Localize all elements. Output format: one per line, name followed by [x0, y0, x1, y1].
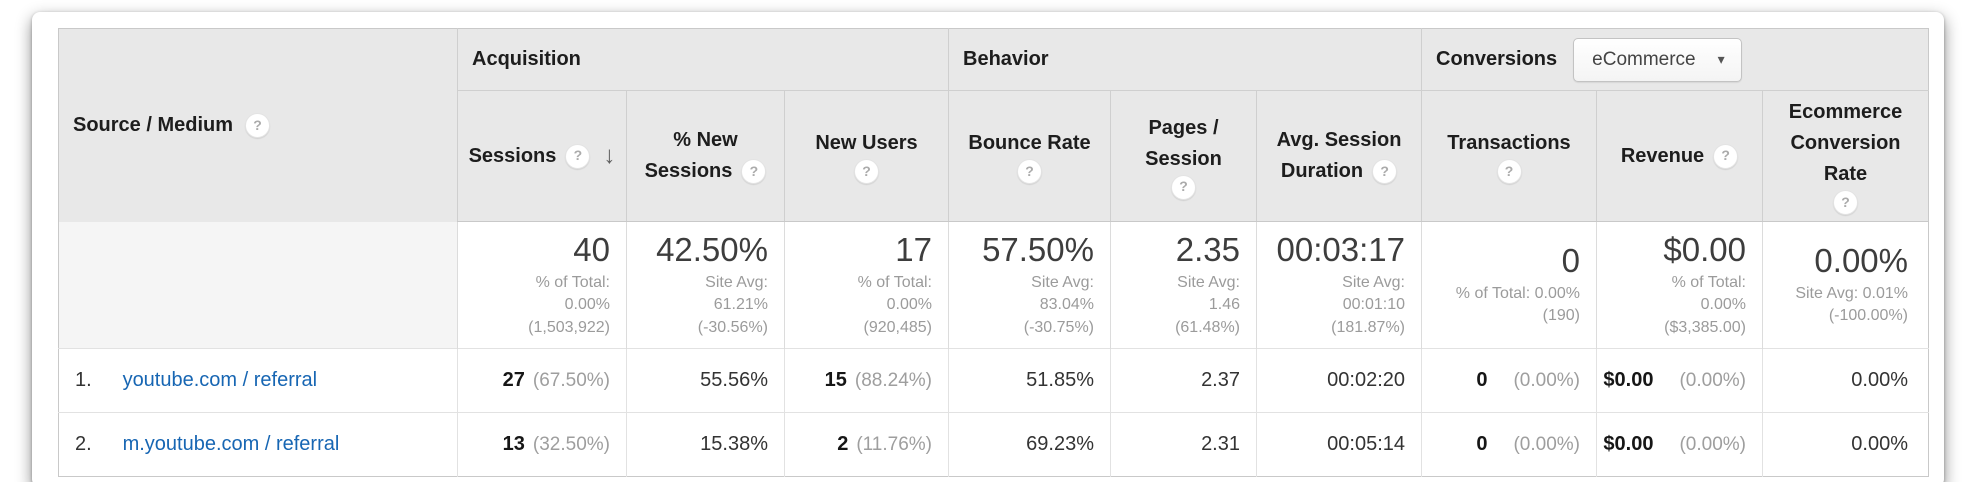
totals-pct-new-sessions: 42.50% Site Avg: 61.21% (-30.56%) — [626, 221, 785, 349]
avg-session-duration-header-line2: Duration — [1280, 160, 1364, 182]
behavior-label: Behavior — [963, 48, 1049, 70]
pct-new-sessions-header-line1: % New — [673, 129, 738, 151]
pct-new-sessions-cell: 15.38% — [626, 412, 785, 477]
column-header-revenue[interactable]: Revenue ? — [1596, 90, 1763, 222]
ecom-rate-header-line1: Ecommerce — [1788, 101, 1903, 123]
help-icon[interactable]: ? — [1496, 159, 1522, 184]
totals-row: 40 % of Total: 0.00% (1,503,922) 42.50% … — [58, 221, 1929, 349]
column-header-source-medium[interactable]: Source / Medium ? — [58, 28, 458, 222]
totals-ecommerce-conversion-rate: 0.00% Site Avg: 0.01% (-100.00%) — [1762, 221, 1929, 349]
bounce-rate-header-label: Bounce Rate — [968, 132, 1091, 154]
column-header-bounce-rate[interactable]: Bounce Rate ? — [948, 90, 1111, 222]
totals-avg-session-duration: 00:03:17 Site Avg: 00:01:10 (181.87%) — [1256, 221, 1422, 349]
bounce-rate-cell: 69.23% — [948, 412, 1111, 477]
column-header-avg-session-duration[interactable]: Avg. Session Duration ? — [1256, 90, 1422, 222]
ecommerce-dropdown-value: eCommerce — [1592, 48, 1696, 70]
totals-bounce-rate: 57.50% Site Avg: 83.04% (-30.75%) — [948, 221, 1111, 349]
new-users-cell: 15 (88.24%) — [784, 348, 949, 413]
avg-session-duration-cell: 00:05:14 — [1256, 412, 1422, 477]
revenue-cell: $0.00 (0.00%) — [1596, 412, 1763, 477]
group-header-conversions: Conversions eCommerce ▾ — [1421, 28, 1929, 91]
help-icon[interactable]: ? — [1171, 174, 1196, 200]
ecommerce-dropdown[interactable]: eCommerce ▾ — [1573, 37, 1742, 82]
caret-down-icon: ▾ — [1717, 51, 1725, 67]
row-index: 1. — [75, 369, 92, 391]
table-row: 2. m.youtube.com / referral 13 (32.50%) 1… — [58, 412, 1929, 477]
column-header-ecommerce-conversion-rate[interactable]: Ecommerce Conversion Rate ? — [1762, 90, 1929, 222]
source-medium-link[interactable]: youtube.com / referral — [122, 369, 318, 391]
group-header-behavior: Behavior — [948, 28, 1422, 91]
totals-revenue: $0.00 % of Total: 0.00% ($3,385.00) — [1596, 221, 1763, 349]
totals-new-users: 17 % of Total: 0.00% (920,485) — [784, 221, 949, 349]
transactions-cell: 0 (0.00%) — [1421, 348, 1597, 413]
revenue-cell: $0.00 (0.00%) — [1596, 348, 1763, 413]
pages-session-cell: 2.37 — [1110, 348, 1257, 413]
analytics-report-card: Source / Medium ? Acquisition Behavior C… — [32, 12, 1944, 482]
help-icon[interactable]: ? — [1833, 190, 1858, 215]
row-index: 2. — [75, 433, 92, 455]
ecommerce-conversion-rate-cell: 0.00% — [1762, 412, 1929, 477]
totals-dimension-cell — [58, 221, 458, 349]
column-header-new-users[interactable]: New Users ? — [784, 90, 949, 222]
sort-descending-icon: ↓ — [603, 142, 616, 169]
pct-new-sessions-cell: 55.56% — [626, 348, 785, 413]
help-icon[interactable]: ? — [245, 112, 271, 138]
transactions-cell: 0 (0.00%) — [1421, 412, 1597, 477]
pages-session-header-line1: Pages / — [1148, 116, 1219, 139]
help-icon[interactable]: ? — [741, 159, 767, 184]
avg-session-duration-cell: 00:02:20 — [1256, 348, 1422, 413]
table-row: 1. youtube.com / referral 27 (67.50%) 55.… — [58, 348, 1929, 413]
revenue-header-label: Revenue — [1620, 144, 1705, 167]
help-icon[interactable]: ? — [854, 159, 879, 184]
column-header-pct-new-sessions[interactable]: % New Sessions ? — [626, 90, 785, 222]
column-header-pages-session[interactable]: Pages / Session ? — [1110, 90, 1257, 222]
help-icon[interactable]: ? — [1017, 159, 1042, 184]
source-medium-link[interactable]: m.youtube.com / referral — [122, 433, 340, 455]
column-header-sessions[interactable]: Sessions ? ↓ — [457, 90, 627, 222]
help-icon[interactable]: ? — [1372, 159, 1398, 184]
pages-session-header-line2: Session — [1145, 147, 1222, 170]
acquisition-label: Acquisition — [472, 48, 581, 70]
ecom-rate-header-line2: Conversion Rate — [1790, 132, 1901, 185]
avg-session-duration-header-line1: Avg. Session — [1276, 129, 1402, 151]
source-medium-cell: 2. m.youtube.com / referral — [58, 412, 458, 477]
sessions-cell: 13 (32.50%) — [457, 412, 627, 477]
column-header-transactions[interactable]: Transactions ? — [1421, 90, 1597, 222]
new-users-header-label: New Users — [815, 132, 918, 154]
source-medium-label: Source / Medium — [73, 113, 234, 136]
help-icon[interactable]: ? — [565, 143, 591, 169]
totals-sessions: 40 % of Total: 0.00% (1,503,922) — [457, 221, 627, 349]
sessions-header-label: Sessions — [468, 144, 557, 167]
group-header-acquisition: Acquisition — [457, 28, 949, 91]
source-medium-cell: 1. youtube.com / referral — [58, 348, 458, 413]
source-medium-table: Source / Medium ? Acquisition Behavior C… — [58, 28, 1929, 477]
transactions-header-label: Transactions — [1447, 132, 1571, 154]
totals-pages-session: 2.35 Site Avg: 1.46 (61.48%) — [1110, 221, 1257, 349]
bounce-rate-cell: 51.85% — [948, 348, 1111, 413]
help-icon[interactable]: ? — [1713, 143, 1739, 169]
pct-new-sessions-header-line2: Sessions — [644, 160, 733, 182]
ecommerce-conversion-rate-cell: 0.00% — [1762, 348, 1929, 413]
sessions-cell: 27 (67.50%) — [457, 348, 627, 413]
conversions-label: Conversions — [1436, 48, 1558, 70]
new-users-cell: 2 (11.76%) — [784, 412, 949, 477]
totals-transactions: 0 % of Total: 0.00% (190) — [1421, 221, 1597, 349]
pages-session-cell: 2.31 — [1110, 412, 1257, 477]
